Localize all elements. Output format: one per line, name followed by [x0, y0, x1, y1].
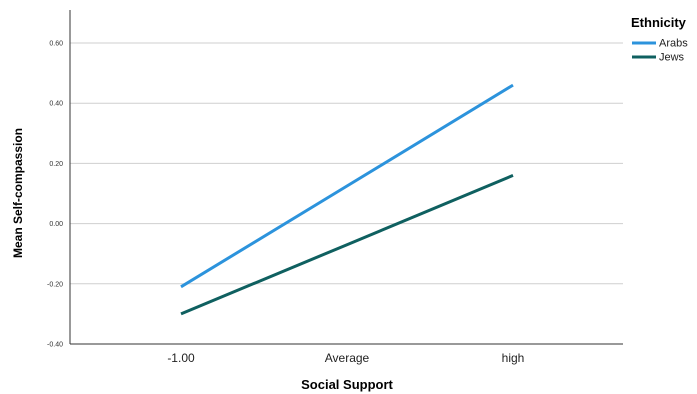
legend-label-jews: Jews [659, 52, 685, 64]
y-axis-title: Mean Self-compassion [11, 128, 25, 258]
y-tick-label: 0.00 [49, 221, 63, 228]
y-tick-label: 0.60 [49, 41, 63, 48]
series-line-arabs [180, 83, 514, 289]
y-tick-label: -0.20 [47, 281, 63, 288]
x-tick-label: Average [325, 351, 370, 365]
x-tick-label: high [502, 351, 525, 365]
x-tick-labels: -1.00 Average high [167, 351, 524, 365]
y-tick-label: 0.40 [49, 101, 63, 108]
series-lines [180, 83, 514, 316]
x-axis-title: Social Support [301, 377, 393, 392]
legend-label-arabs: Arabs [659, 38, 688, 50]
y-tick-labels: -0.40 -0.20 0.00 0.20 0.40 0.60 [47, 41, 63, 349]
y-tick-label: -0.40 [47, 342, 63, 349]
legend-title: Ethnicity [631, 15, 687, 30]
series-line-jews [180, 174, 514, 316]
gridlines [70, 42, 623, 285]
x-tick-label: -1.00 [167, 351, 195, 365]
legend: Ethnicity Arabs Jews [631, 15, 688, 64]
y-tick-label: 0.20 [49, 161, 63, 168]
